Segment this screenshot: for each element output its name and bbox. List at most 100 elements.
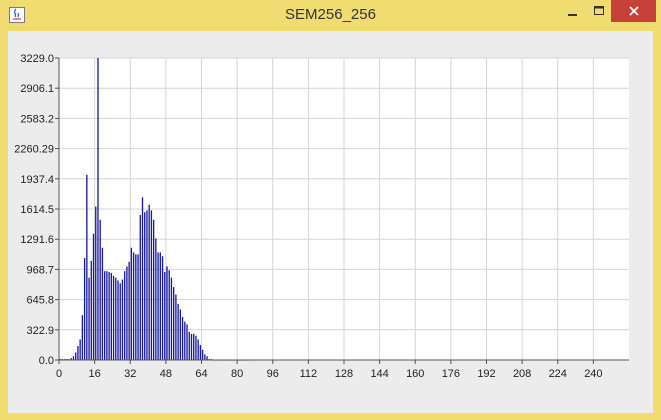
y-tick-label: 1291.6: [20, 234, 54, 246]
histogram-bar: [119, 283, 121, 360]
histogram-bar: [197, 339, 199, 360]
histogram-bar: [195, 335, 197, 360]
x-tick-label: 160: [406, 368, 424, 380]
histogram-bar: [103, 271, 106, 360]
y-tick-label: 968.7: [26, 264, 54, 276]
histogram-bar: [155, 238, 157, 360]
x-tick-label: 0: [56, 368, 62, 380]
y-tick-label: 1937.4: [20, 174, 54, 186]
histogram-bar: [150, 210, 153, 360]
x-tick-label: 16: [89, 368, 101, 380]
x-tick-label: 208: [513, 368, 531, 380]
minimize-icon: [567, 5, 579, 17]
x-tick-label: 112: [300, 368, 318, 380]
y-tick-label: 1614.5: [20, 204, 54, 216]
histogram-bar: [132, 252, 135, 360]
histogram-bar: [181, 316, 184, 360]
y-tick-labels: 0.0 322.9 645.8 968.7 1291.6 1614.5 1937.4 2260…: [14, 53, 54, 367]
histogram-bar: [157, 252, 159, 360]
histogram-bar: [90, 260, 92, 360]
histogram-bar: [70, 358, 72, 360]
x-tick-label: 176: [442, 368, 460, 380]
histogram-bar: [121, 279, 124, 360]
y-tick-label: 2906.1: [20, 83, 54, 95]
histogram-bar: [128, 261, 130, 360]
histogram-bar: [97, 58, 99, 360]
x-tick-label: 96: [267, 368, 279, 380]
histogram-bar: [166, 266, 168, 360]
histogram-bar: [168, 270, 170, 360]
histogram-bar: [141, 197, 144, 360]
histogram-bar: [188, 331, 190, 360]
chart-bars: [59, 58, 251, 361]
histogram-bar: [86, 174, 88, 360]
histogram-bar: [99, 219, 101, 360]
x-tick-label: 144: [370, 368, 388, 380]
histogram-chart: 0.0 322.9 645.8 968.7 1291.6 1614.5 1937.4 2260…: [14, 53, 629, 380]
histogram-bar: [92, 233, 95, 360]
y-tick-label: 3229.0: [20, 53, 54, 65]
x-tick-label: 240: [584, 368, 602, 380]
histogram-bar: [139, 215, 141, 360]
histogram-bar: [106, 271, 108, 360]
x-tick-label: 192: [477, 368, 495, 380]
histogram-bar: [148, 204, 150, 360]
histogram-bar: [159, 252, 161, 360]
title-bar[interactable]: SEM256_256: [0, 0, 661, 30]
close-button[interactable]: [611, 0, 656, 22]
histogram-bar: [81, 315, 84, 360]
histogram-bar: [88, 277, 90, 360]
histogram-bar: [115, 277, 117, 360]
y-tick-label: 645.8: [26, 295, 54, 307]
histogram-bar: [184, 321, 186, 360]
histogram-bar: [124, 271, 126, 360]
chart-axes: [55, 57, 629, 364]
histogram-bar: [152, 219, 155, 360]
histogram-bar: [170, 277, 173, 360]
histogram-bar: [83, 258, 86, 360]
y-tick-label: 322.9: [26, 325, 54, 337]
histogram-bar: [130, 247, 133, 360]
histogram-bar: [177, 303, 179, 360]
histogram-bar: [108, 272, 110, 360]
y-tick-label: 0.0: [39, 355, 54, 367]
maximize-button[interactable]: [585, 0, 613, 22]
window-title: SEM256_256: [285, 6, 376, 23]
x-tick-label: 64: [195, 368, 207, 380]
minimize-button[interactable]: [559, 0, 587, 22]
x-tick-label: 128: [335, 368, 353, 380]
histogram-bar: [190, 333, 193, 360]
x-tick-label: 224: [549, 368, 567, 380]
x-tick-label: 48: [160, 368, 172, 380]
java-icon: [9, 7, 25, 23]
x-tick-labels: 0 16 32 48 64 80 96 112 128 144 160 176 192 208 224 240: [56, 368, 603, 380]
y-tick-label: 2583.2: [20, 113, 54, 125]
histogram-bar: [186, 324, 188, 360]
x-tick-label: 80: [231, 368, 243, 380]
histogram-bar: [117, 280, 119, 360]
y-tick-label: 2260.29: [14, 144, 54, 156]
histogram-bar: [179, 309, 182, 360]
histogram-bar: [175, 294, 177, 360]
histogram-bar: [161, 256, 164, 360]
maximize-icon: [593, 5, 605, 17]
histogram-bar: [137, 254, 139, 360]
chart-panel: 0.0 322.9 645.8 968.7 1291.6 1614.5 1937.4 2260…: [8, 31, 653, 413]
histogram-bar: [199, 345, 202, 360]
histogram-bar: [79, 339, 81, 360]
histogram-bar: [206, 356, 208, 360]
close-icon: [628, 5, 640, 17]
histogram-bar: [173, 287, 175, 360]
x-tick-label: 32: [124, 368, 136, 380]
histogram-bar: [201, 349, 204, 360]
histogram-bar: [144, 212, 146, 360]
histogram-bar: [164, 272, 166, 360]
histogram-bar: [112, 275, 115, 360]
histogram-bar: [95, 206, 97, 360]
histogram-bar: [204, 354, 206, 360]
histogram-bar: [101, 247, 104, 360]
histogram-bar: [135, 254, 137, 360]
histogram-bar: [126, 266, 128, 360]
histogram-bar: [193, 333, 195, 360]
